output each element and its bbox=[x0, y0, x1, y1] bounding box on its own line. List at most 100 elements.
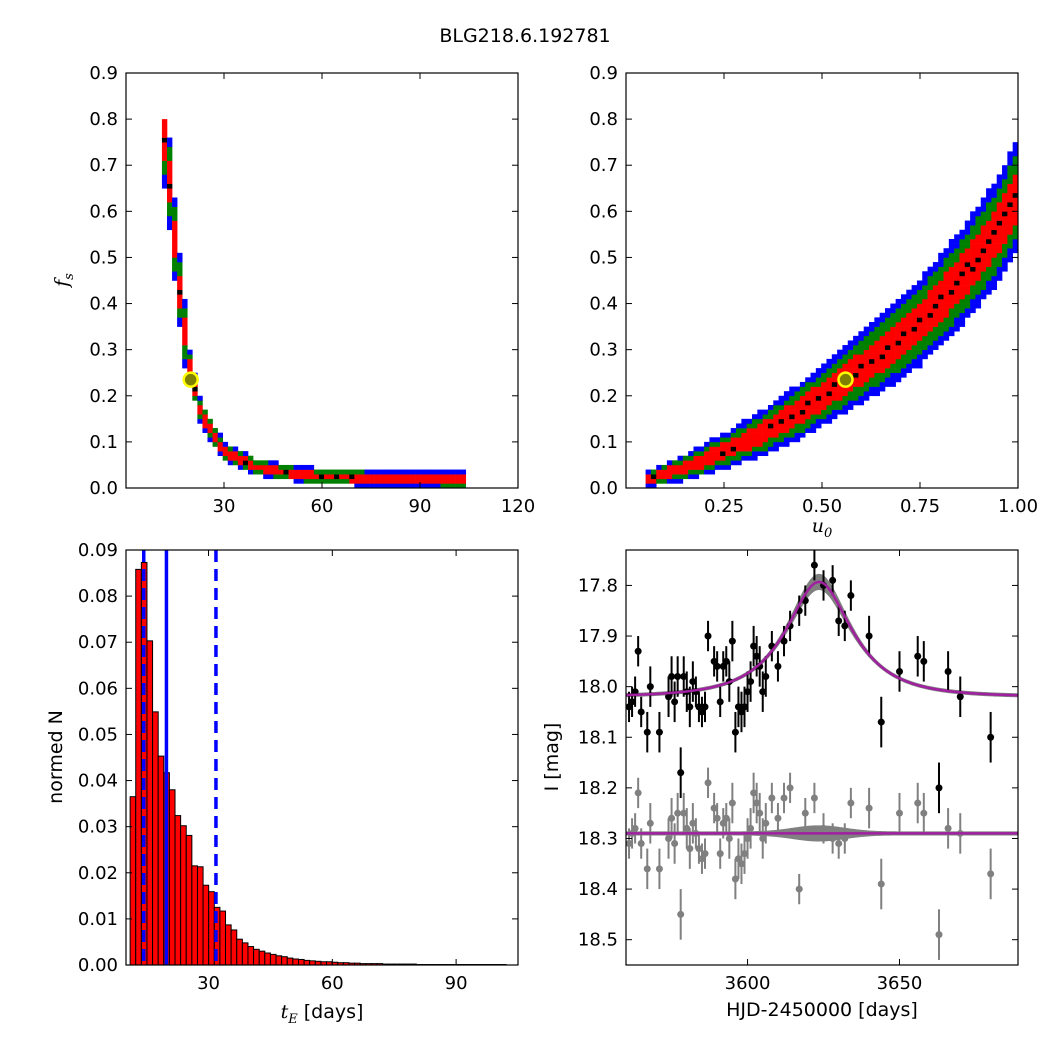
posterior-cell bbox=[688, 451, 694, 457]
posterior-cell bbox=[863, 335, 870, 341]
posterior-cell bbox=[799, 405, 806, 410]
posterior-cell bbox=[991, 225, 998, 231]
posterior-cell bbox=[970, 289, 976, 295]
posterior-cell bbox=[911, 354, 918, 360]
posterior-cell bbox=[980, 280, 987, 286]
posterior-cell bbox=[900, 345, 907, 350]
posterior-cell bbox=[890, 381, 896, 387]
posterior-cell bbox=[916, 312, 923, 318]
posterior-cell bbox=[182, 349, 188, 355]
posterior-cell bbox=[879, 317, 886, 323]
histogram-bar bbox=[196, 866, 204, 966]
y-tick-label: 0.05 bbox=[78, 724, 118, 745]
posterior-cell bbox=[374, 474, 380, 480]
posterior-cell bbox=[374, 469, 380, 475]
posterior-cell bbox=[927, 298, 934, 304]
posterior-cell bbox=[943, 294, 950, 300]
posterior-cell bbox=[885, 377, 891, 383]
residual-point bbox=[695, 845, 703, 853]
posterior-cell bbox=[959, 308, 966, 314]
posterior-cell bbox=[736, 460, 742, 466]
posterior-cell bbox=[927, 340, 934, 346]
posterior-cell bbox=[762, 441, 769, 447]
posterior-cell bbox=[879, 386, 886, 392]
posterior-cell bbox=[938, 271, 944, 277]
posterior-cell bbox=[344, 474, 350, 480]
posterior-cell bbox=[177, 312, 183, 318]
posterior-cell bbox=[232, 460, 239, 466]
posterior-cell bbox=[858, 368, 865, 374]
posterior-cell bbox=[714, 455, 721, 461]
posterior-cell bbox=[172, 275, 178, 281]
posterior-cell bbox=[847, 349, 854, 355]
posterior-cell bbox=[730, 432, 737, 438]
posterior-cell bbox=[842, 349, 849, 355]
posterior-cell bbox=[975, 239, 982, 244]
posterior-cell bbox=[964, 312, 971, 318]
posterior-cell bbox=[895, 377, 902, 383]
posterior-cell bbox=[161, 123, 168, 129]
posterior-cell bbox=[1012, 234, 1019, 240]
posterior-cell bbox=[805, 418, 811, 424]
posterior-cell bbox=[172, 271, 178, 277]
y-tick-label: 0.01 bbox=[78, 909, 118, 930]
photometry-point bbox=[780, 637, 788, 645]
posterior-cell bbox=[1012, 243, 1019, 249]
posterior-cell bbox=[666, 469, 673, 475]
posterior-cell bbox=[435, 483, 441, 489]
posterior-cell bbox=[752, 418, 758, 424]
posterior-cell bbox=[869, 368, 875, 374]
posterior-cell bbox=[323, 478, 330, 484]
posterior-cell bbox=[359, 469, 365, 475]
photometry-point bbox=[935, 784, 943, 792]
posterior-cell bbox=[1007, 215, 1013, 221]
posterior-cell bbox=[709, 446, 716, 452]
posterior-cell bbox=[197, 400, 203, 406]
posterior-cell bbox=[752, 437, 758, 443]
posterior-cell bbox=[980, 248, 987, 254]
posterior-cell bbox=[948, 308, 955, 314]
posterior-cell bbox=[869, 363, 875, 369]
photometry-point bbox=[895, 667, 903, 675]
posterior-cell bbox=[938, 340, 944, 346]
posterior-cell bbox=[166, 179, 173, 184]
photometry-point bbox=[698, 708, 706, 716]
posterior-cell bbox=[746, 437, 753, 443]
frame-histogram bbox=[125, 549, 519, 966]
photometry-point bbox=[762, 673, 770, 681]
posterior-cell bbox=[212, 428, 218, 433]
posterior-cell bbox=[217, 451, 223, 457]
posterior-cell bbox=[874, 391, 880, 397]
y-tick-label: 0.3 bbox=[589, 340, 618, 361]
posterior-cell bbox=[858, 340, 865, 346]
posterior-cell bbox=[932, 317, 939, 323]
posterior-cell bbox=[1007, 239, 1013, 244]
posterior-cell bbox=[440, 483, 446, 489]
posterior-cell bbox=[922, 271, 928, 277]
posterior-cell bbox=[389, 469, 396, 475]
posterior-cell bbox=[799, 423, 806, 429]
posterior-cell bbox=[975, 285, 982, 291]
posterior-cell bbox=[313, 469, 320, 475]
posterior-cell bbox=[986, 206, 992, 212]
posterior-cell bbox=[725, 437, 732, 443]
posterior-cell bbox=[831, 381, 838, 387]
posterior-cell bbox=[182, 303, 188, 309]
posterior-cell bbox=[996, 188, 1003, 194]
posterior-cell bbox=[166, 156, 173, 161]
posterior-cell bbox=[874, 381, 880, 387]
histogram-bar bbox=[174, 815, 182, 966]
posterior-cell bbox=[227, 446, 234, 452]
y-tick-label: 0.7 bbox=[89, 155, 118, 176]
light-curve-plot bbox=[626, 550, 1018, 960]
posterior-cell bbox=[455, 483, 461, 489]
posterior-cell bbox=[869, 386, 875, 392]
posterior-cell bbox=[831, 363, 838, 369]
posterior-cell bbox=[996, 248, 1003, 254]
posterior-cell bbox=[677, 474, 684, 480]
posterior-cell bbox=[1007, 257, 1013, 263]
posterior-cell bbox=[853, 391, 859, 397]
posterior-cell bbox=[948, 257, 955, 263]
posterior-cell bbox=[959, 303, 966, 309]
posterior-cell bbox=[778, 428, 785, 433]
